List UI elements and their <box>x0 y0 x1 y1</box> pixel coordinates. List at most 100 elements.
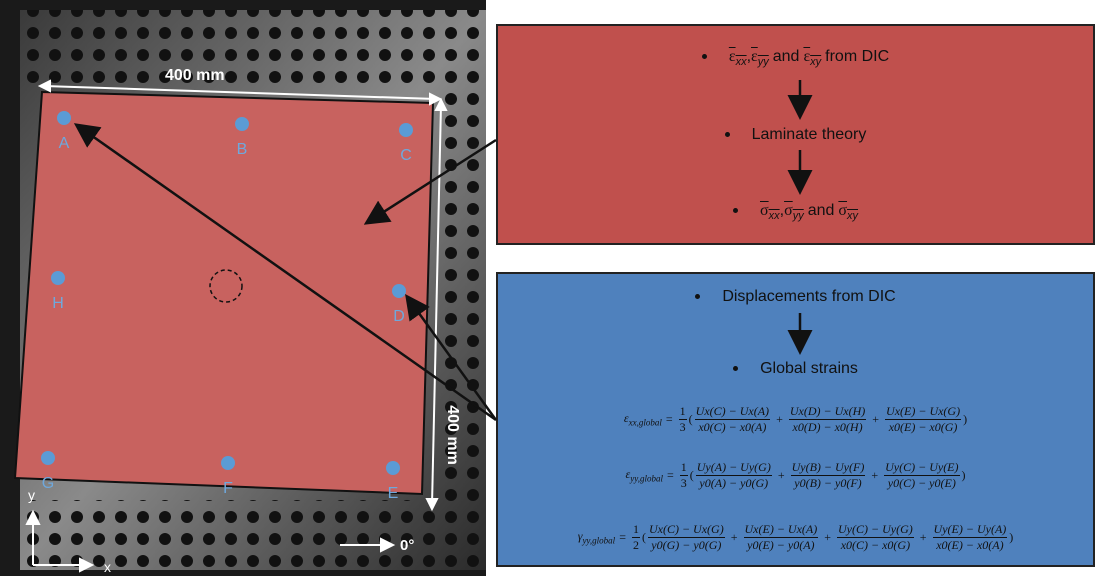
symbol: εxy <box>803 48 822 69</box>
point-label: A <box>59 135 70 152</box>
fraction: Ux(C) − Ux(G) y0(G) − y0(G) <box>647 522 725 553</box>
numerator: Ux(C) − Ux(A) <box>694 404 771 420</box>
numerator: Uy(E) − Uy(A) <box>932 522 1008 538</box>
paren: ( <box>689 468 694 482</box>
symbol-sub: yy <box>792 210 804 223</box>
point-marker <box>57 111 71 125</box>
symbol: σyy <box>784 202 804 223</box>
equals: = <box>665 412 673 426</box>
fraction: Uy(A) − Uy(G) y0(A) − y0(G) <box>695 460 772 491</box>
denominator: x0(E) − x0(A) <box>936 538 1004 552</box>
numerator: Ux(E) − Ux(A) <box>743 522 819 538</box>
plus: + <box>919 530 927 544</box>
plus: + <box>776 412 783 426</box>
lhs-symbol: ε <box>623 411 629 426</box>
symbol-sub: xy <box>810 56 822 69</box>
axis-y: y <box>28 487 35 503</box>
denominator: x0(E) − x0(G) <box>888 420 958 434</box>
paren: ) <box>963 412 968 426</box>
numerator: Ux(D) − Ux(H) <box>788 404 867 420</box>
denominator: x0(C) − x0(G) <box>840 538 911 552</box>
holes <box>20 10 486 90</box>
symbol-base: σ <box>759 202 769 219</box>
coef-num: 1 <box>679 460 688 476</box>
displacement-line: Displacements from DIC <box>498 288 1093 306</box>
plus: + <box>824 530 832 544</box>
symbol: σxy <box>838 202 858 222</box>
symbol: εyy <box>751 48 769 69</box>
bullet <box>701 54 707 60</box>
photo: 400 mm 400 mm y x 0° A B C H D G F E <box>0 0 486 576</box>
global-line: Global strains <box>498 360 1093 378</box>
equals: = <box>619 530 626 544</box>
point-label: D <box>393 308 405 325</box>
angle-label: 0° <box>400 537 414 554</box>
fraction: Ux(E) − Ux(A) y0(E) − y0(A) <box>743 522 819 553</box>
and: and <box>807 202 835 219</box>
symbol: εxx <box>729 48 747 69</box>
denominator: y0(G) − y0(G) <box>651 538 722 552</box>
width-label: 400 mm <box>165 67 225 84</box>
fraction: Uy(E) − Uy(A) x0(E) − x0(A) <box>932 522 1008 553</box>
lhs-sub: yy,global <box>582 535 616 546</box>
global-text: Global strains <box>760 360 858 377</box>
symbol-sub: yy <box>757 56 769 69</box>
symbol-sub: xx <box>735 56 747 69</box>
symbol: σxx <box>759 202 780 223</box>
denominator: x0(C) − x0(A) <box>698 420 767 434</box>
point-marker <box>399 123 413 137</box>
coef-den: 3 <box>680 476 687 490</box>
numerator: Ux(E) − Ux(G) <box>885 404 962 420</box>
plus: + <box>871 468 879 482</box>
formula: γyy,global = 1 2(Ux(C) − Ux(G) y0(G) − y0(G)… <box>498 522 1093 553</box>
point-marker <box>235 117 249 131</box>
numerator: Uy(C) − Uy(G) <box>837 522 914 538</box>
symbol-base: ε <box>803 48 811 65</box>
formula-lhs: εxx,global <box>624 411 662 427</box>
lhs-sub: yy,global <box>630 473 663 484</box>
strain-line: εxx,εyy and εxy from DIC <box>498 48 1093 68</box>
denominator: x0(D) − x0(H) <box>792 420 863 434</box>
fraction: Ux(C) − Ux(A) x0(C) − x0(A) <box>694 404 771 435</box>
point-label: H <box>52 295 64 312</box>
denominator: y0(B) − y0(F) <box>794 476 862 490</box>
suffix: from DIC <box>825 48 890 65</box>
denominator: y0(E) − y0(A) <box>747 538 815 552</box>
stress-line: σxx,σyy and σxy <box>498 202 1093 222</box>
laminate-text: Laminate theory <box>751 126 867 143</box>
denominator: y0(C) − y0(E) <box>887 476 956 490</box>
point-label: G <box>42 475 54 492</box>
laminate-line: Laminate theory <box>498 126 1093 144</box>
paren: ( <box>641 530 646 544</box>
coef-den: 3 <box>679 420 686 434</box>
fraction: Ux(E) − Ux(G) x0(E) − x0(G) <box>885 404 962 435</box>
holes <box>20 500 486 570</box>
point-label: C <box>400 147 412 164</box>
strain-box: Displacements from DIC Global strains εx… <box>496 272 1095 567</box>
fraction: Uy(C) − Uy(E) y0(C) − y0(E) <box>884 460 960 491</box>
symbol-sub: xx <box>768 210 780 223</box>
numerator: Uy(A) − Uy(G) <box>695 460 772 476</box>
sep: , <box>779 202 785 219</box>
denominator: y0(A) − y0(G) <box>699 476 769 490</box>
point-marker <box>386 461 400 475</box>
equals: = <box>666 468 674 482</box>
fraction: Ux(D) − Ux(H) x0(D) − x0(H) <box>788 404 867 435</box>
formula-lhs: εyy,global <box>625 467 662 483</box>
symbol-base: σ <box>838 202 848 219</box>
lhs-symbol: γ <box>577 529 583 544</box>
point-marker <box>51 271 65 285</box>
numerator: Ux(C) − Ux(G) <box>647 522 725 538</box>
numerator: Uy(C) − Uy(E) <box>884 460 960 476</box>
fraction: Uy(B) − Uy(F) y0(B) − y0(F) <box>790 460 866 491</box>
formula: εyy,global = 1 3(Uy(A) − Uy(G) y0(A) − y0(G)… <box>498 460 1093 491</box>
coef-num: 1 <box>631 522 640 538</box>
symbol-base: σ <box>784 202 793 219</box>
bullet <box>732 208 738 214</box>
specimen <box>13 90 435 496</box>
point-label: B <box>237 141 248 158</box>
plus: + <box>872 412 880 426</box>
and: and <box>772 48 800 65</box>
